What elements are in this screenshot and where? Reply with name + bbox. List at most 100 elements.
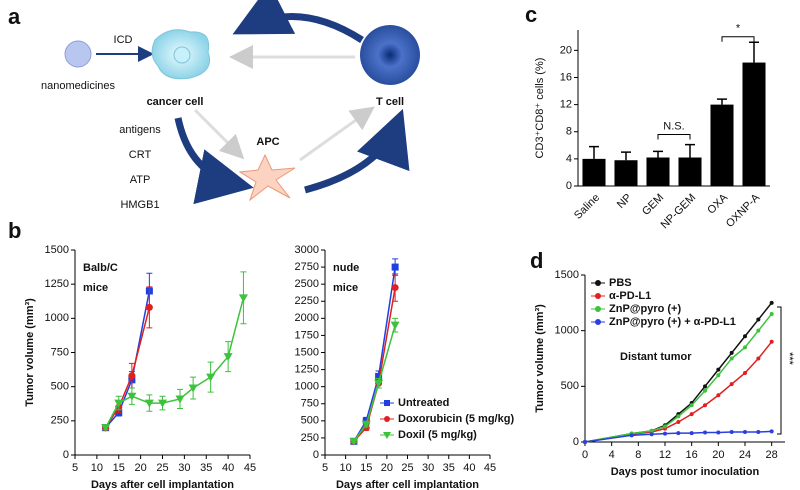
series-line [584, 430, 772, 443]
marker [729, 382, 734, 387]
bar [710, 104, 734, 186]
marker [703, 384, 707, 389]
legend-label: α-PD-L1 [609, 290, 651, 302]
y-tick-label: 20 [560, 44, 572, 56]
marker [716, 430, 721, 435]
legend-label: Doxil (5 mg/kg) [398, 429, 477, 441]
x-tick-label: 0 [582, 449, 588, 461]
marker [729, 350, 734, 355]
y-tick-label: 0 [566, 180, 572, 192]
marker [663, 424, 667, 429]
y-tick-label: 2750 [295, 261, 319, 273]
x-tick-label: 30 [178, 462, 190, 474]
error-bar [685, 143, 695, 158]
y-tick-label: 1000 [45, 312, 69, 324]
signal: CRT [129, 149, 152, 161]
x-axis-label: Days after cell implantation [336, 479, 479, 490]
annotation: N.S. [663, 120, 684, 132]
y-tick-label: 1000 [555, 325, 579, 337]
t-cell [360, 25, 420, 85]
marker [743, 429, 747, 434]
y-tick-label: 1500 [45, 244, 69, 256]
signal: ATP [130, 174, 151, 186]
bar [646, 157, 670, 186]
marker [689, 412, 694, 417]
panel-label: d [530, 248, 543, 273]
bar [678, 157, 702, 186]
series-line [105, 290, 151, 429]
error-bar [653, 150, 663, 158]
annotation: * [736, 23, 741, 35]
marker [703, 403, 707, 408]
x-tick-label: 8 [635, 449, 641, 461]
marker [361, 420, 371, 429]
y-axis-label: CD3⁺CD8⁺ cells (%) [534, 58, 546, 159]
y-tick-label: 250 [301, 432, 319, 444]
y-tick-label: 500 [301, 415, 319, 427]
annotation: *** [783, 352, 795, 366]
marker [349, 437, 359, 446]
x-tick-label: 10 [340, 462, 352, 474]
x-tick-label: 12 [659, 449, 671, 461]
marker [769, 311, 774, 316]
bracket [721, 36, 755, 42]
error-bar [621, 151, 631, 161]
y-tick-label: 16 [560, 71, 572, 83]
nucleus [173, 46, 191, 64]
panel-label: b [8, 218, 21, 243]
x-tick-label: 20 [712, 449, 724, 461]
series-line [584, 341, 773, 443]
series-line [104, 307, 151, 429]
x-tick-label: 5 [322, 462, 328, 474]
marker [729, 429, 734, 434]
x-tick-label: 28 [766, 449, 778, 461]
node-label: ICD [114, 34, 133, 46]
annotation: mice [333, 282, 358, 294]
marker [188, 384, 198, 393]
x-tick-label: 25 [401, 462, 413, 474]
marker [743, 370, 747, 375]
marker [595, 280, 601, 286]
arrow [193, 108, 245, 160]
node-label: cancer cell [147, 96, 204, 108]
series-line [104, 297, 245, 429]
y-tick-label: 1500 [555, 269, 579, 281]
x-tick-label: Saline [572, 192, 602, 222]
x-tick-label: 4 [609, 449, 615, 461]
annotation: Balb/C [83, 262, 118, 274]
y-tick-label: 500 [51, 381, 69, 393]
x-tick-label: GEM [640, 192, 666, 218]
y-axis-label: Tumor volume (mm³) [24, 298, 36, 407]
y-tick-label: 12 [560, 99, 572, 111]
marker [756, 429, 761, 434]
marker [716, 393, 721, 398]
marker [127, 392, 137, 401]
y-tick-label: 2000 [295, 312, 319, 324]
y-tick-label: 1000 [295, 381, 319, 393]
bar [582, 158, 606, 186]
error-bar [749, 41, 759, 63]
arrow [304, 108, 410, 194]
x-axis-label: Days after cell implantation [91, 479, 234, 490]
y-tick-label: 2500 [295, 278, 319, 290]
y-tick-label: 0 [573, 436, 579, 448]
arrow [299, 106, 375, 162]
y-tick-label: 500 [561, 380, 579, 392]
x-tick-label: 35 [443, 462, 455, 474]
marker [375, 372, 383, 380]
bracket [657, 133, 691, 140]
marker [689, 431, 694, 436]
y-tick-label: 0 [63, 449, 69, 461]
signal: HMGB1 [120, 199, 159, 211]
x-tick-label: 30 [422, 462, 434, 474]
series-line [353, 324, 396, 442]
bar [614, 160, 638, 186]
marker [583, 440, 587, 444]
y-axis-label: Tumor volume (mm³) [534, 304, 546, 413]
y-tick-label: 1500 [295, 346, 319, 358]
marker [716, 373, 721, 378]
marker [383, 432, 391, 439]
marker [101, 424, 111, 433]
marker [206, 373, 216, 382]
x-tick-label: OXNP-A [724, 191, 763, 230]
